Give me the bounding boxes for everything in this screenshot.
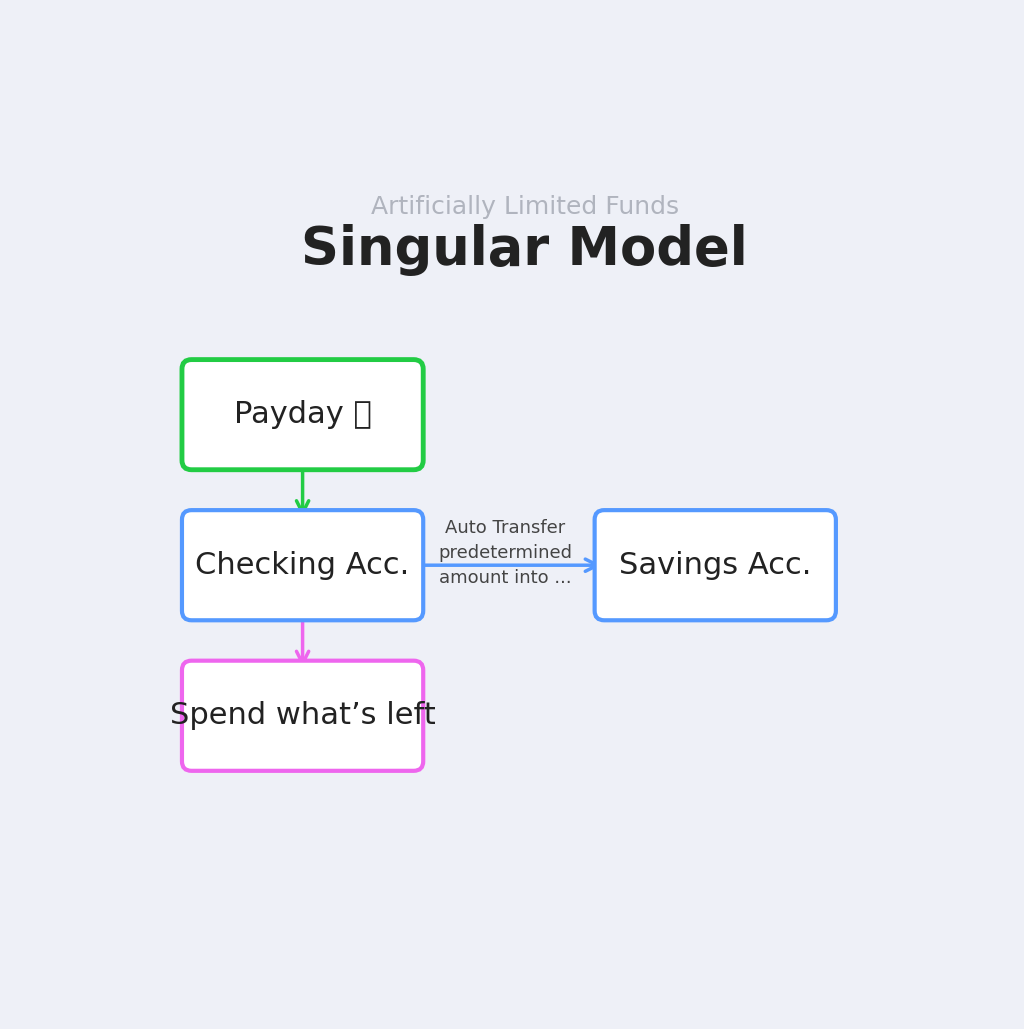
- FancyBboxPatch shape: [182, 359, 423, 469]
- Text: Artificially Limited Funds: Artificially Limited Funds: [371, 194, 679, 219]
- Text: Spend what’s left: Spend what’s left: [170, 701, 435, 731]
- Text: Auto Transfer
predetermined
amount into ...: Auto Transfer predetermined amount into …: [438, 519, 572, 587]
- Text: Checking Acc.: Checking Acc.: [196, 551, 410, 579]
- Text: Singular Model: Singular Model: [301, 224, 749, 276]
- FancyBboxPatch shape: [595, 510, 836, 620]
- Text: Payday 🎉: Payday 🎉: [233, 400, 372, 429]
- FancyBboxPatch shape: [182, 661, 423, 771]
- FancyBboxPatch shape: [182, 510, 423, 620]
- Text: Savings Acc.: Savings Acc.: [620, 551, 811, 579]
